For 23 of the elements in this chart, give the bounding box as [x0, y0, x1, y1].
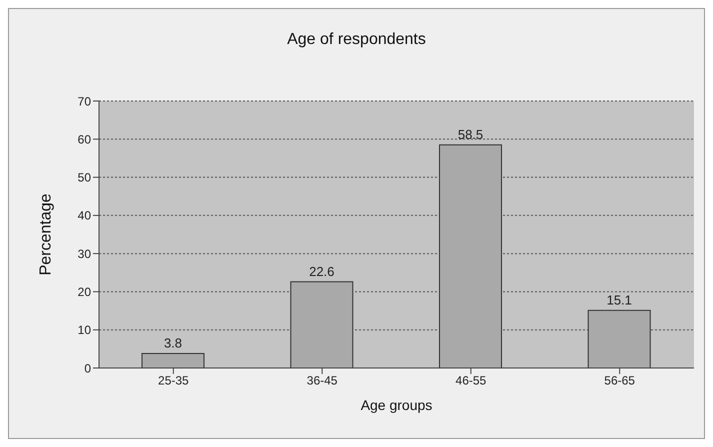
bar — [439, 144, 502, 368]
data-label: 15.1 — [606, 292, 632, 308]
data-label: 3.8 — [164, 336, 182, 351]
bar — [142, 353, 204, 368]
y-tick-label: 70 — [78, 94, 92, 108]
data-label: 22.6 — [309, 264, 334, 279]
y-tick-label: 10 — [78, 323, 92, 338]
y-tick-label: 50 — [78, 170, 92, 185]
y-tick-label: 60 — [78, 132, 92, 146]
y-axis-title: Percentage — [38, 193, 55, 276]
data-label: 58.5 — [458, 126, 484, 142]
x-tick-label: 46-55 — [456, 374, 487, 388]
bar — [588, 310, 651, 368]
x-tick-label: 25-35 — [158, 374, 190, 388]
chart-title: Age of respondents — [286, 31, 427, 49]
x-tick-label: 36-45 — [306, 374, 338, 388]
x-axis-title: Age groups — [360, 397, 432, 413]
bar — [290, 281, 354, 368]
y-tick-label: 40 — [78, 208, 92, 223]
y-tick-label: 20 — [78, 284, 92, 299]
y-tick-label: 0 — [84, 361, 92, 376]
y-tick-label: 30 — [78, 246, 92, 261]
x-tick-label: 56-65 — [604, 374, 636, 388]
